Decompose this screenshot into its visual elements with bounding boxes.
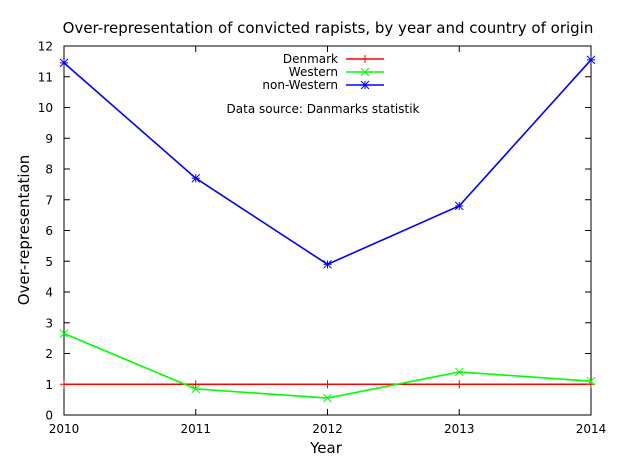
legend-label: Western	[289, 65, 338, 79]
legend-marker	[361, 55, 369, 63]
y-tick-label: 4	[45, 286, 53, 300]
data-source-annotation: Data source: Danmarks statistik	[227, 102, 420, 116]
data-point-non-western	[454, 201, 464, 211]
legend-label: non-Western	[262, 78, 338, 92]
y-tick-label: 2	[45, 347, 53, 361]
series-line-western	[63, 332, 592, 399]
data-point-western	[454, 367, 464, 377]
y-axis-label: Over-representation	[15, 155, 33, 306]
legend-marker	[360, 67, 370, 77]
x-tick-label: 2010	[49, 422, 80, 436]
data-point-western	[191, 384, 201, 394]
y-tick-label: 6	[45, 224, 53, 238]
data-point-western	[59, 329, 69, 338]
y-tick-label: 0	[45, 409, 53, 423]
x-tick-label: 2014	[576, 422, 607, 436]
data-point-western	[323, 393, 332, 403]
x-tick-label: 2013	[444, 422, 475, 436]
chart-title: Over-representation of convicted rapists…	[63, 19, 594, 37]
legend-label: Denmark	[283, 52, 338, 66]
data-point-denmark	[323, 380, 332, 389]
legend-marker	[360, 80, 370, 90]
x-axis-label: Year	[309, 439, 343, 457]
y-tick-label: 10	[38, 101, 53, 115]
data-point-denmark	[60, 380, 68, 389]
data-point-western	[586, 376, 596, 386]
data-point-non-western	[586, 55, 596, 65]
y-tick-label: 1	[45, 378, 53, 392]
x-tick-label: 2011	[180, 422, 211, 436]
data-point-non-western	[191, 173, 201, 183]
x-tick-label: 2012	[312, 422, 343, 436]
y-tick-label: 11	[38, 70, 53, 84]
y-tick-label: 5	[45, 255, 53, 269]
data-point-non-western	[323, 259, 332, 269]
y-tick-label: 8	[45, 163, 53, 177]
y-tick-label: 12	[38, 40, 53, 54]
y-tick-label: 7	[45, 193, 53, 207]
data-point-non-western	[59, 58, 69, 68]
y-tick-label: 9	[45, 132, 53, 146]
data-point-denmark	[455, 380, 464, 389]
data-point-denmark	[191, 380, 200, 389]
y-tick-label: 3	[45, 316, 53, 330]
